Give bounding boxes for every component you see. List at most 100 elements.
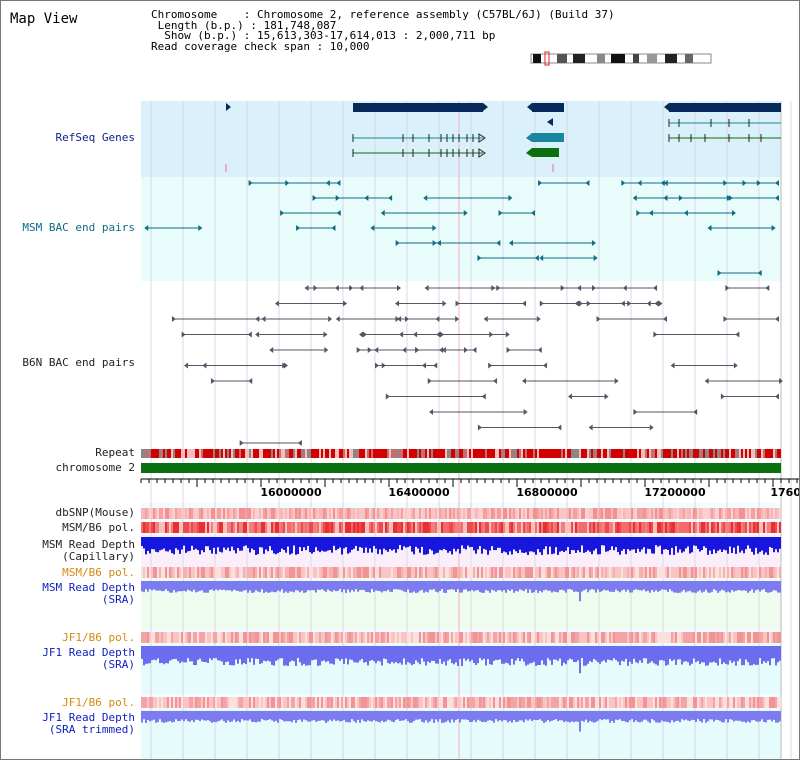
repeat-band — [223, 449, 225, 458]
repeat-band — [653, 449, 655, 458]
msm-capillary-depth-bar — [763, 537, 765, 555]
jf1-pol2-heat — [529, 697, 531, 708]
jf1-sra-depth-bar — [703, 646, 705, 663]
jf1-pol-heat — [241, 632, 243, 643]
msm-capillary-depth-bar — [407, 537, 409, 548]
jf1-sra-depth-bar — [679, 646, 681, 660]
track-label-jf1-pol[interactable]: JF1/B6 pol. — [62, 631, 135, 644]
msm-capillary-depth-bar — [641, 537, 643, 550]
repeat-band — [351, 449, 353, 458]
jf1-sra-depth-bar — [187, 646, 189, 659]
b6n-bac-pair-end — [269, 347, 274, 353]
msm-capillary-depth-bar — [757, 537, 759, 554]
jf1-pol-heat — [643, 632, 645, 643]
jf1-sra-depth-bar — [507, 646, 509, 664]
jf1-pol-heat — [295, 632, 297, 643]
msm-pol2-heat — [515, 567, 517, 578]
repeat-band — [517, 449, 519, 458]
msm-pol2-heat — [707, 567, 709, 578]
jf1-pol-heat — [507, 632, 509, 643]
jf1-pol-heat — [581, 632, 583, 643]
track-label-msm-pol[interactable]: MSM/B6 pol. — [62, 521, 135, 534]
track-label-msm-depth-sra[interactable]: MSM Read Depth (SRA) — [42, 582, 135, 606]
msm-sra-depth-bar — [317, 581, 319, 590]
repeat-band — [359, 449, 361, 458]
msm-sra-depth-bar — [615, 581, 617, 590]
dbsnp-heat — [425, 508, 427, 519]
dbsnp-heat — [507, 508, 509, 519]
msm-capillary-depth-bar — [501, 537, 503, 554]
dbsnp-heat — [689, 508, 691, 519]
dbsnp-heat — [315, 508, 317, 519]
track-label-dbsnp[interactable]: dbSNP(Mouse) — [55, 506, 135, 519]
jf1-trimmed-depth-bar — [773, 711, 775, 720]
jf1-pol2-heat — [687, 697, 689, 708]
msm-pol-heat — [325, 522, 327, 533]
jf1-trimmed-depth-bar — [569, 711, 571, 723]
track-label-repeat[interactable]: Repeat — [95, 446, 135, 459]
msm-pol-heat — [263, 522, 265, 533]
msm-pol2-heat — [363, 567, 365, 578]
msm-sra-depth-bar — [165, 581, 167, 590]
jf1-sra-depth-bar — [167, 646, 169, 664]
jf1-trimmed-depth-bar — [261, 711, 263, 720]
jf1-pol2-heat — [619, 697, 621, 708]
track-label-msm-depth-capillary[interactable]: MSM Read Depth (Capillary) — [42, 539, 135, 563]
jf1-trimmed-depth-bar — [301, 711, 303, 722]
dbsnp-heat — [271, 508, 273, 519]
repeat-band — [169, 449, 171, 458]
jf1-pol-heat — [457, 632, 459, 643]
msm-sra-depth-bar — [213, 581, 215, 591]
msm-pol2-heat — [665, 567, 667, 578]
msm-capillary-depth-bar — [225, 537, 227, 550]
jf1-trimmed-depth-bar — [629, 711, 631, 721]
msm-sra-depth-bar — [607, 581, 609, 591]
track-label-chromosome[interactable]: chromosome 2 — [55, 461, 135, 474]
repeat-band — [247, 449, 249, 458]
msm-sra-depth-bar — [397, 581, 399, 590]
msm-pol-heat — [395, 522, 397, 533]
track-label-jf1-depth-trimmed[interactable]: JF1 Read Depth (SRA trimmed) — [42, 712, 135, 736]
jf1-pol2-heat — [731, 697, 733, 708]
jf1-pol-heat — [515, 632, 517, 643]
msm-sra-depth-bar — [377, 581, 379, 591]
msm-sra-depth-bar — [553, 581, 555, 592]
jf1-pol2-heat — [593, 697, 595, 708]
jf1-pol2-heat — [669, 697, 671, 708]
repeat-band — [515, 449, 517, 458]
jf1-trimmed-depth-bar — [329, 711, 331, 720]
msm-sra-depth-bar — [555, 581, 557, 593]
msm-capillary-depth-bar — [445, 537, 447, 551]
msm-capillary-depth-bar — [227, 537, 229, 548]
msm-pol2-heat — [517, 567, 519, 578]
msm-pol2-heat — [539, 567, 541, 578]
track-label-refseq-genes[interactable]: RefSeq Genes — [55, 131, 135, 144]
msm-sra-depth-bar — [703, 581, 705, 592]
msm-pol-heat — [481, 522, 483, 533]
jf1-trimmed-depth-bar — [171, 711, 173, 723]
track-label-msm-pol-2[interactable]: MSM/B6 pol. — [62, 566, 135, 579]
track-label-jf1-pol-2[interactable]: JF1/B6 pol. — [62, 696, 135, 709]
track-label-b6n-bac[interactable]: B6N BAC end pairs — [22, 356, 135, 369]
jf1-sra-depth-bar — [693, 646, 695, 659]
jf1-trimmed-depth-bar — [771, 711, 773, 722]
msm-sra-depth-bar — [631, 581, 633, 593]
ideogram-band — [611, 54, 625, 63]
msm-pol-heat — [745, 522, 747, 533]
jf1-pol-heat — [179, 632, 181, 643]
jf1-sra-depth-bar — [417, 646, 419, 663]
msm-capillary-depth-bar — [199, 537, 201, 555]
repeat-band — [573, 449, 575, 458]
jf1-trimmed-depth-bar — [373, 711, 375, 721]
track-label-msm-bac[interactable]: MSM BAC end pairs — [22, 221, 135, 234]
msm-pol2-heat — [225, 567, 227, 578]
track-label-jf1-depth-sra[interactable]: JF1 Read Depth (SRA) — [42, 647, 135, 671]
msm-pol2-heat — [393, 567, 395, 578]
dbsnp-heat — [337, 508, 339, 519]
msm-pol2-heat — [671, 567, 673, 578]
dbsnp-heat — [731, 508, 733, 519]
jf1-trimmed-depth-bar — [731, 711, 733, 720]
msm-pol2-heat — [695, 567, 697, 578]
msm-sra-depth-bar — [727, 581, 729, 592]
